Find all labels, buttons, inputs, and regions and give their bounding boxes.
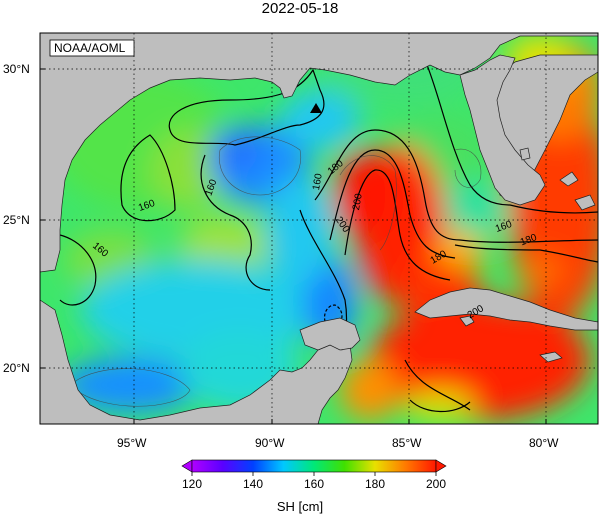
lon-label-80w: 80°W — [529, 436, 559, 450]
colorbar-gradient — [191, 459, 437, 473]
credit-text: NOAA/AOML — [54, 41, 126, 55]
lat-label-20n: 20°N — [3, 361, 30, 375]
colorbar — [181, 459, 447, 476]
land — [40, 33, 598, 424]
lat-label-30n: 30°N — [3, 62, 30, 76]
lon-label-90w: 90°W — [255, 436, 285, 450]
contour-lines — [59, 59, 598, 413]
triangle-marker-icon — [310, 103, 322, 113]
colorbar-tick-label: 180 — [364, 477, 386, 491]
axis-ticks — [40, 68, 547, 424]
contour-label: 160 — [311, 172, 325, 191]
lat-label-25n: 25°N — [3, 213, 30, 227]
map-title: 2022-05-18 — [261, 0, 339, 17]
lon-label-95w: 95°W — [117, 436, 147, 450]
contour-label: 200 — [351, 192, 365, 211]
colorbar-tick-label: 140 — [242, 477, 264, 491]
map-frame — [39, 32, 599, 425]
colorbar-title: SH [cm] — [276, 499, 324, 514]
colorbar-high-arrow — [435, 459, 447, 473]
graticule — [40, 33, 598, 424]
colorbar-tick-label: 120 — [181, 477, 203, 491]
colorbar-low-arrow — [181, 459, 193, 473]
colorbar-tick-label: 160 — [303, 477, 325, 491]
credit-box: NOAA/AOML — [49, 39, 135, 57]
lon-label-85w: 85°W — [392, 436, 422, 450]
colorbar-tick-label: 200 — [425, 477, 447, 491]
